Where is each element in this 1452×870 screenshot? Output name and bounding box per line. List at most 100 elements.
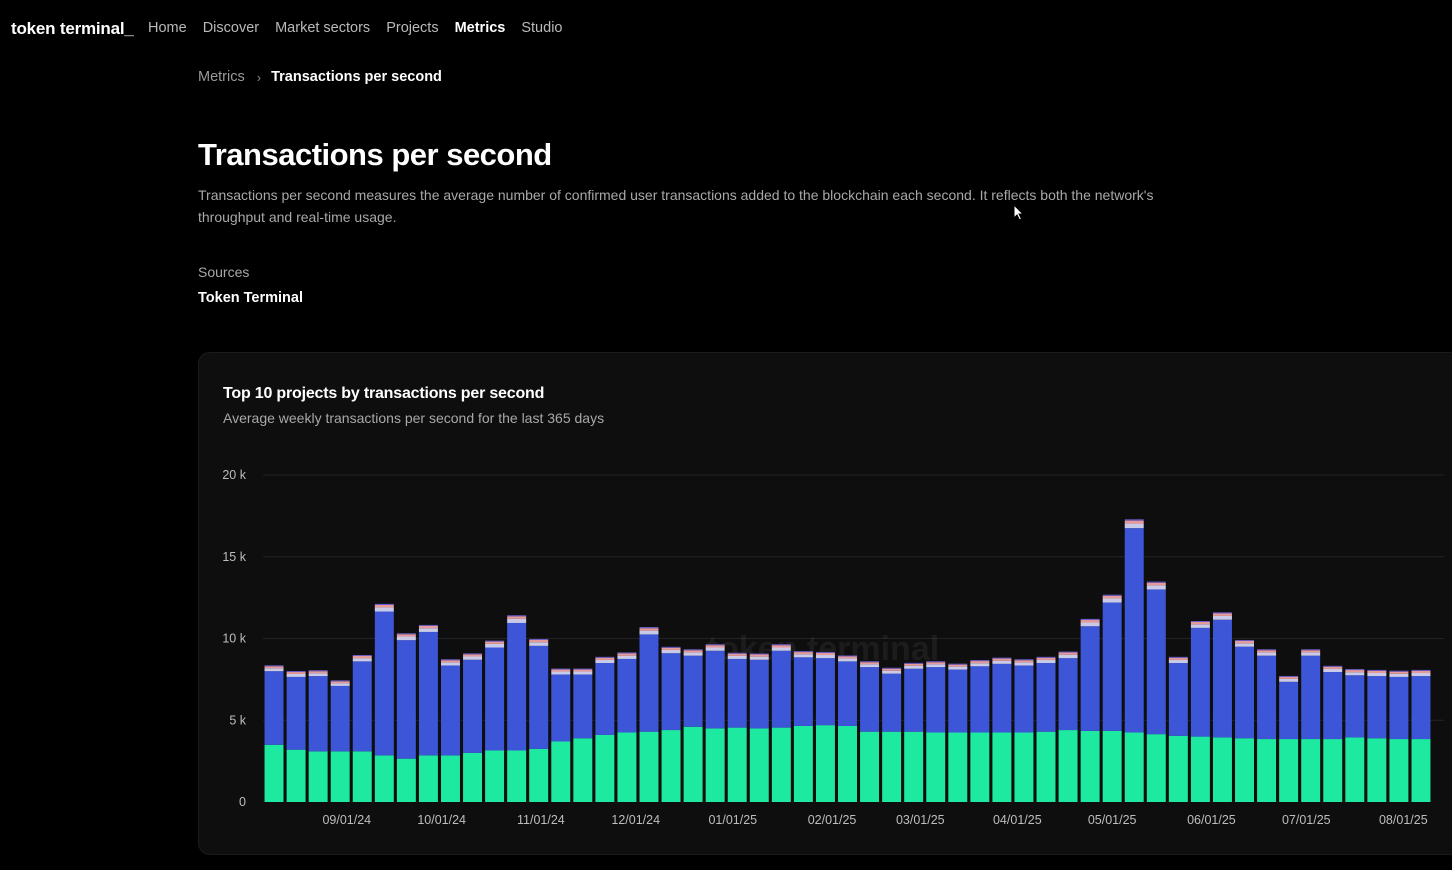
bar-segment[interactable]: [507, 615, 527, 617]
bar-segment[interactable]: [1367, 669, 1387, 671]
bar-segment[interactable]: [551, 669, 571, 672]
bar-segment[interactable]: [1080, 626, 1100, 731]
bar-segment[interactable]: [573, 671, 593, 675]
bar-segment[interactable]: [1279, 675, 1299, 677]
bar-segment[interactable]: [904, 662, 924, 664]
bar-segment[interactable]: [1058, 652, 1078, 655]
bar-segment[interactable]: [815, 658, 835, 726]
bar-segment[interactable]: [639, 627, 659, 629]
bar-segment[interactable]: [308, 676, 328, 752]
bar-segment[interactable]: [1345, 669, 1365, 671]
bar-segment[interactable]: [860, 667, 880, 732]
bar-segment[interactable]: [1190, 627, 1210, 737]
bar-segment[interactable]: [1080, 618, 1100, 621]
bar-segment[interactable]: [374, 604, 394, 608]
bar-segment[interactable]: [705, 645, 725, 648]
bar-segment[interactable]: [374, 607, 394, 612]
bar-segment[interactable]: [1124, 528, 1144, 733]
bar-segment[interactable]: [264, 744, 284, 802]
bar-segment[interactable]: [1036, 657, 1056, 660]
bar-segment[interactable]: [749, 659, 769, 729]
bar-segment[interactable]: [485, 750, 505, 803]
bar-segment[interactable]: [1146, 581, 1166, 583]
bar-segment[interactable]: [441, 662, 460, 666]
bar-segment[interactable]: [1102, 595, 1122, 599]
bar-segment[interactable]: [948, 732, 968, 802]
bar-segment[interactable]: [926, 662, 946, 665]
bar-segment[interactable]: [1367, 738, 1387, 802]
bar-segment[interactable]: [1257, 650, 1277, 653]
bar-segment[interactable]: [396, 640, 416, 759]
bar-segment[interactable]: [286, 671, 306, 673]
bar-segment[interactable]: [1036, 663, 1056, 732]
bar-segment[interactable]: [727, 655, 747, 659]
bar-segment[interactable]: [1301, 650, 1321, 653]
bar-segment[interactable]: [705, 647, 725, 651]
bar-segment[interactable]: [1345, 670, 1365, 673]
bar-segment[interactable]: [441, 659, 460, 661]
bar-segment[interactable]: [860, 731, 880, 802]
bar-segment[interactable]: [286, 749, 306, 802]
bar-segment[interactable]: [705, 650, 725, 729]
bar-segment[interactable]: [1058, 651, 1078, 653]
bar-segment[interactable]: [1323, 739, 1343, 802]
bar-segment[interactable]: [396, 758, 416, 802]
bar-segment[interactable]: [595, 656, 615, 658]
bar-segment[interactable]: [882, 667, 902, 669]
bar-segment[interactable]: [529, 645, 549, 749]
bar-segment[interactable]: [970, 663, 990, 667]
bar-segment[interactable]: [1279, 681, 1299, 740]
bar-segment[interactable]: [992, 657, 1012, 659]
bar-segment[interactable]: [1257, 649, 1277, 651]
bar-segment[interactable]: [771, 647, 791, 651]
bar-segment[interactable]: [1345, 737, 1365, 802]
bar-segment[interactable]: [727, 658, 747, 728]
bar-segment[interactable]: [1058, 654, 1078, 659]
bar-segment[interactable]: [970, 732, 990, 802]
bar-segment[interactable]: [1014, 665, 1034, 733]
bar-segment[interactable]: [793, 652, 813, 655]
bar-segment[interactable]: [1411, 673, 1431, 677]
bar-segment[interactable]: [705, 728, 725, 802]
bar-segment[interactable]: [992, 658, 1012, 661]
bar-segment[interactable]: [1014, 662, 1034, 666]
bar-segment[interactable]: [551, 741, 571, 803]
bar-segment[interactable]: [948, 666, 968, 670]
bar-segment[interactable]: [1146, 734, 1166, 802]
bar-segment[interactable]: [1014, 732, 1034, 802]
bar-segment[interactable]: [749, 654, 769, 657]
bar-segment[interactable]: [1301, 652, 1321, 656]
bar-segment[interactable]: [771, 645, 791, 648]
bar-segment[interactable]: [1367, 676, 1387, 739]
bar-segment[interactable]: [551, 674, 571, 742]
bar-segment[interactable]: [418, 628, 438, 632]
bar-segment[interactable]: [1058, 730, 1078, 802]
bar-segment[interactable]: [330, 683, 350, 686]
bar-segment[interactable]: [396, 636, 416, 641]
bar-segment[interactable]: [441, 665, 460, 756]
bar-segment[interactable]: [1279, 676, 1299, 679]
bar-segment[interactable]: [463, 656, 483, 660]
bar-segment[interactable]: [1168, 735, 1188, 802]
bar-segment[interactable]: [838, 656, 857, 659]
bar-segment[interactable]: [330, 681, 350, 684]
bar-segment[interactable]: [529, 638, 549, 640]
bar-segment[interactable]: [418, 625, 438, 629]
bar-segment[interactable]: [1058, 658, 1078, 731]
bar-segment[interactable]: [264, 665, 284, 667]
bar-segment[interactable]: [1190, 621, 1210, 622]
bar-segment[interactable]: [793, 651, 813, 653]
bar-segment[interactable]: [1257, 739, 1277, 802]
bar-segment[interactable]: [529, 639, 549, 643]
bar-segment[interactable]: [1323, 666, 1343, 669]
bar-segment[interactable]: [860, 661, 880, 663]
bar-segment[interactable]: [1212, 613, 1232, 616]
breadcrumb-metrics-link[interactable]: Metrics: [198, 69, 245, 85]
bar-segment[interactable]: [1124, 523, 1144, 529]
bar-segment[interactable]: [1367, 670, 1387, 673]
nav-item-projects[interactable]: Projects: [386, 20, 439, 36]
bar-segment[interactable]: [1389, 676, 1409, 740]
bar-segment[interactable]: [352, 658, 372, 662]
bar-segment[interactable]: [727, 727, 747, 802]
bar-segment[interactable]: [1235, 639, 1254, 641]
